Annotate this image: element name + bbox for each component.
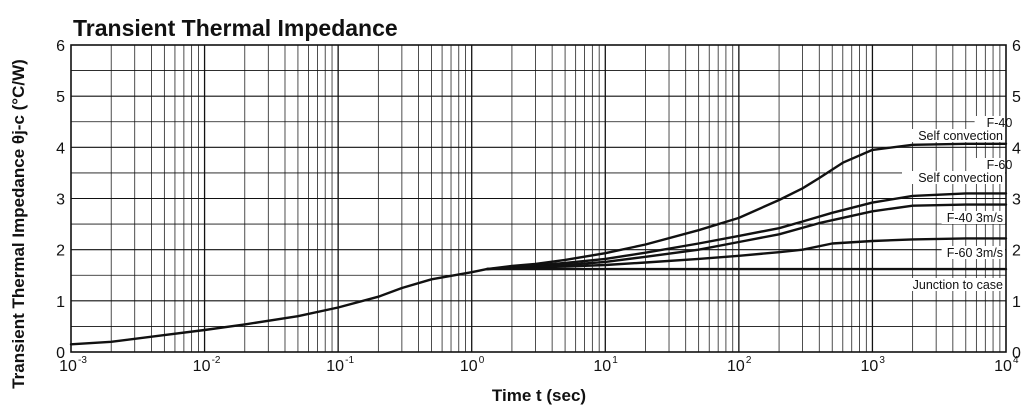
- series-label: F-60: [987, 158, 1013, 172]
- y-tick-label: 0: [1012, 345, 1021, 362]
- y-tick-label: 2: [56, 243, 65, 260]
- y-tick-label: 0: [56, 345, 65, 362]
- x-tick-exponent: -1: [345, 355, 354, 366]
- series-label-bg: [941, 211, 1005, 224]
- series-label: Junction to case: [913, 278, 1003, 292]
- series-group: [69, 142, 1008, 346]
- series-line-4: [485, 237, 1008, 271]
- y-tick-label: 3: [1012, 192, 1021, 209]
- y-tick-label: 5: [1012, 89, 1021, 106]
- x-tick-labels: 10 -3 10 -2 10 -1 10 0 10 1 10 2 10 3 10 4: [59, 355, 1019, 375]
- plot-border: [70, 44, 1007, 353]
- series-label: Self convection: [918, 171, 1003, 185]
- plot-frame: [70, 44, 1007, 353]
- x-tick-label: 10: [861, 358, 879, 375]
- x-tick-exponent: -3: [78, 355, 87, 366]
- series-label: F-40: [987, 116, 1013, 130]
- x-tick-exponent: 4: [1013, 355, 1019, 366]
- x-tick-label: 10: [59, 358, 77, 375]
- series-line-1: [69, 142, 1008, 346]
- series-label-bg: [941, 246, 1005, 259]
- y-tick-label: 1: [1012, 294, 1021, 311]
- x-tick-label: 10: [593, 358, 611, 375]
- series-label: F-40 3m/s: [947, 211, 1003, 225]
- chart-title: Transient Thermal Impedance: [73, 15, 398, 41]
- y-axis-label: Transient Thermal Impedance θj-c (°C/W): [9, 59, 28, 389]
- y-tick-label: 1: [56, 294, 65, 311]
- y-tick-label: 6: [1012, 38, 1021, 55]
- x-axis-label: Time t (sec): [492, 386, 586, 405]
- series-line-2: [485, 192, 1008, 271]
- x-tick-exponent: 1: [612, 355, 618, 366]
- y-tick-label: 5: [56, 89, 65, 106]
- series-label: Self convection: [918, 129, 1003, 143]
- x-tick-exponent: 0: [479, 355, 485, 366]
- plot-grid: [71, 44, 1006, 353]
- x-tick-label: 10: [994, 358, 1012, 375]
- y-tick-label: 6: [56, 38, 65, 55]
- series-line-3: [485, 203, 1008, 271]
- x-tick-label: 10: [326, 358, 344, 375]
- x-tick-label: 10: [460, 358, 478, 375]
- x-tick-exponent: 3: [879, 355, 885, 366]
- x-tick-label: 10: [193, 358, 211, 375]
- y-tick-label: 3: [56, 192, 65, 209]
- series-label-bg: [974, 116, 1005, 129]
- y-tick-label: 4: [1012, 140, 1021, 157]
- y-tick-labels-right: 0 1 2 3 4 5 6: [1012, 38, 1021, 362]
- x-tick-exponent: -2: [212, 355, 221, 366]
- y-tick-label: 4: [56, 140, 65, 157]
- series-label-bg: [902, 129, 1005, 142]
- series-label-bg: [902, 171, 1005, 184]
- series-label: F-60 3m/s: [947, 246, 1003, 260]
- y-tick-label: 2: [1012, 243, 1021, 260]
- x-tick-exponent: 2: [746, 355, 752, 366]
- y-tick-labels-left: 0 1 2 3 4 5 6: [56, 38, 65, 362]
- series-label-bg: [895, 278, 1005, 291]
- series-label-bg: [974, 158, 1005, 171]
- x-tick-label: 10: [727, 358, 745, 375]
